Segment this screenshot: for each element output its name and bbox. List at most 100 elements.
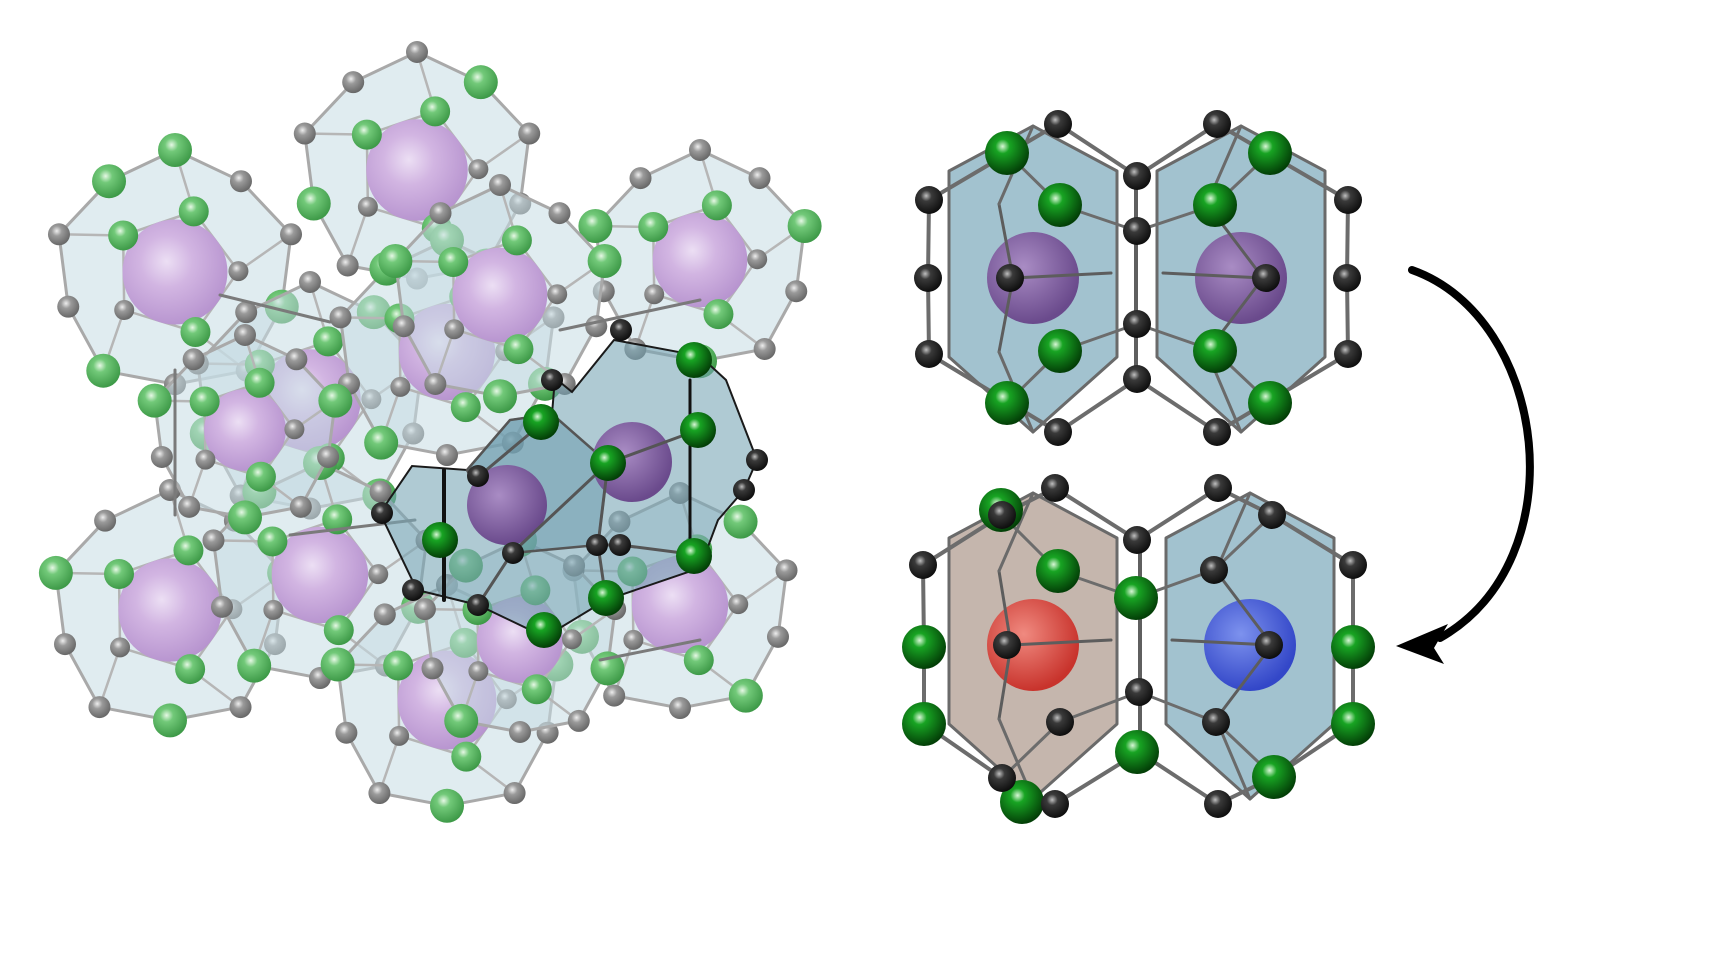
framework-atom-faded <box>747 249 768 270</box>
framework-atom-faded <box>88 696 111 719</box>
framework-atom-faded <box>603 684 626 707</box>
guest-purple-sphere-faded <box>122 219 228 325</box>
bond <box>1161 271 1265 280</box>
bond <box>510 461 610 555</box>
linker-atom <box>1038 329 1082 373</box>
framework-atom-faded <box>413 598 436 621</box>
framework-atom-faded <box>284 419 305 440</box>
framework-atom-faded <box>229 170 252 193</box>
linker-atom <box>1038 183 1082 227</box>
framework-atom <box>502 542 524 564</box>
framework-atom-faded <box>293 122 316 145</box>
framework-atom-faded <box>178 495 201 518</box>
framework-atom-faded <box>766 625 789 648</box>
bond <box>1214 491 1252 573</box>
linker-atom-faded <box>503 334 534 365</box>
framework-atom-faded <box>406 41 428 63</box>
linker-atom <box>1248 131 1292 175</box>
framework-atom <box>609 534 631 556</box>
framework-atom <box>467 594 489 616</box>
linker-atom-faded <box>180 317 211 348</box>
linker-atom-faded <box>683 645 714 676</box>
linker-atom-faded <box>153 703 187 738</box>
framework-atom-faded <box>644 284 665 305</box>
framework-atom <box>1046 708 1074 736</box>
framework-atom-faded <box>228 261 249 282</box>
framework-atom-faded <box>368 782 391 805</box>
framework-atom <box>1204 790 1232 818</box>
framework-atom-faded <box>263 599 284 620</box>
linker-atom-faded <box>430 788 464 823</box>
guest-purple-sphere <box>467 465 547 545</box>
framework-atom <box>1334 340 1362 368</box>
linker-atom <box>985 131 1029 175</box>
bond <box>997 491 1035 573</box>
framework-atom-faded <box>561 629 582 650</box>
linker-atom-faded <box>701 190 732 221</box>
framework-atom-faded <box>509 721 531 743</box>
framework-atom-faded <box>369 480 392 503</box>
guest-purple-sphere-faded <box>204 389 286 471</box>
linker-atom-faded <box>383 650 414 681</box>
framework-atom <box>746 449 768 471</box>
framework-atom <box>733 479 755 501</box>
linker-atom <box>902 702 946 746</box>
framework-atom <box>993 631 1021 659</box>
linker-atom <box>1000 780 1044 824</box>
linker-atom <box>1331 702 1375 746</box>
framework-atom-faded <box>547 284 568 305</box>
bond <box>1056 377 1139 434</box>
framework-atom-faded <box>424 372 447 395</box>
framework-atom <box>541 369 563 391</box>
linker-atom <box>985 381 1029 425</box>
linker-atom <box>1331 625 1375 669</box>
linker-atom <box>680 412 716 448</box>
linker-atom <box>1115 730 1159 774</box>
linker-atom <box>1114 576 1158 620</box>
framework-atom-faded <box>728 594 749 615</box>
framework-atom-faded <box>317 446 340 469</box>
framework-atom-faded <box>429 202 452 225</box>
framework-atom-faded <box>335 721 358 744</box>
framework-atom-faded <box>150 446 173 469</box>
linker-atom-faded <box>420 96 451 127</box>
linker-atom <box>1036 549 1080 593</box>
framework-atom-faded <box>202 529 225 552</box>
guest-purple-sphere-faded <box>452 247 548 343</box>
linker-atom <box>523 404 559 440</box>
framework-atom-faded <box>468 661 489 682</box>
linker-atom-faded <box>444 703 479 738</box>
linker-atom-faded <box>378 244 413 279</box>
framework-atom-faded <box>299 271 321 293</box>
linker-atom <box>1248 381 1292 425</box>
framework-atom-faded <box>785 280 808 303</box>
framework-atom <box>1123 162 1151 190</box>
framework-atom-faded <box>444 319 465 340</box>
framework-atom-faded <box>229 696 252 719</box>
framework-atom <box>996 264 1024 292</box>
linker-atom-faded <box>173 535 204 566</box>
guest-purple-sphere-faded <box>366 119 468 221</box>
framework-atom-faded <box>373 603 396 626</box>
linker-atom <box>1193 183 1237 227</box>
framework-atom <box>1123 310 1151 338</box>
framework-atom <box>1252 264 1280 292</box>
framework-atom <box>1203 110 1231 138</box>
framework-atom-faded <box>329 306 352 329</box>
linker-atom-faded <box>86 353 121 388</box>
strut <box>218 293 332 324</box>
framework-atom-faded <box>489 174 511 196</box>
linker-atom-faded <box>320 647 355 682</box>
framework-atom-faded <box>567 709 590 732</box>
framework-atom-faded <box>753 337 776 360</box>
linker-atom-faded <box>723 504 758 539</box>
framework-atom <box>1203 418 1231 446</box>
linker-atom-faded <box>323 615 354 646</box>
framework-atom-faded <box>368 564 389 585</box>
curved-arrow-icon <box>1408 266 1534 642</box>
arrow-head <box>1396 624 1448 664</box>
framework-atom-faded <box>235 301 258 324</box>
linker-atom-faded <box>244 367 275 398</box>
linker-atom-faded <box>483 379 517 414</box>
linker-atom-faded <box>463 65 498 100</box>
